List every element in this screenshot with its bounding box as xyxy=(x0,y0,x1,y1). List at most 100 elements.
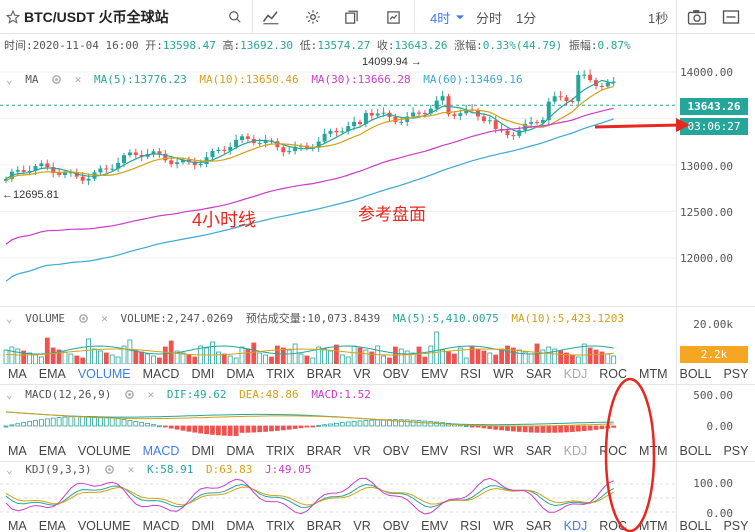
indicator-tab-boll[interactable]: BOLL xyxy=(679,367,712,381)
indicator-icon[interactable] xyxy=(258,0,284,34)
indicator-tab-roc[interactable]: ROC xyxy=(599,519,628,532)
indicator-tab-dma[interactable]: DMA xyxy=(226,444,255,458)
more-icon[interactable] xyxy=(718,0,744,34)
ma-line xyxy=(5,79,614,180)
fullscreen-icon[interactable] xyxy=(380,0,406,34)
indicator-tab-trix[interactable]: TRIX xyxy=(266,519,295,532)
chevron-down-icon[interactable] xyxy=(456,0,464,34)
settings-icon[interactable] xyxy=(300,0,326,34)
indicator-tab-kdj[interactable]: KDJ xyxy=(563,367,588,381)
indicator-tab-macd[interactable]: MACD xyxy=(142,367,180,381)
indicator-tab-rsi[interactable]: RSI xyxy=(460,367,482,381)
indicator-tab-boll[interactable]: BOLL xyxy=(679,519,712,532)
gear-icon[interactable] xyxy=(78,313,89,324)
indicator-tab-mtm[interactable]: MTM xyxy=(639,367,668,381)
volume-bar xyxy=(21,350,27,364)
tab-1min[interactable]: 1分 xyxy=(516,10,537,26)
indicator-tab-brar[interactable]: BRAR xyxy=(306,367,342,381)
indicator-tab-emv[interactable]: EMV xyxy=(421,444,449,458)
indicator-tab-kdj[interactable]: KDJ xyxy=(563,519,588,532)
macd-chart[interactable] xyxy=(0,404,676,440)
volume-legend: ⌄ VOLUME ✕ VOLUME:2,247.0269 预估成交量:10,07… xyxy=(6,310,630,326)
candle-body xyxy=(440,96,445,101)
volume-bar xyxy=(74,355,80,364)
close-icon[interactable]: ✕ xyxy=(147,388,155,401)
chevron-down-icon[interactable]: ⌄ xyxy=(6,73,13,86)
indicator-tab-trix[interactable]: TRIX xyxy=(266,444,295,458)
indicator-tab-ma[interactable]: MA xyxy=(8,444,27,458)
chevron-down-icon[interactable]: ⌄ xyxy=(6,463,13,476)
macd-bar xyxy=(9,424,15,427)
indicator-tab-emv[interactable]: EMV xyxy=(421,519,449,532)
indicator-tab-wr[interactable]: WR xyxy=(493,519,514,532)
indicator-tab-roc[interactable]: ROC xyxy=(599,444,628,458)
indicator-tab-roc[interactable]: ROC xyxy=(599,367,628,381)
indicator-tab-ema[interactable]: EMA xyxy=(38,367,66,381)
indicator-tab-macd[interactable]: MACD xyxy=(142,519,180,532)
indicator-tab-dmi[interactable]: DMI xyxy=(191,367,215,381)
indicator-tab-sar[interactable]: SAR xyxy=(525,519,552,532)
indicator-tab-psy[interactable]: PSY xyxy=(723,519,749,532)
indicator-tab-mtm[interactable]: MTM xyxy=(639,444,668,458)
ma-line xyxy=(5,86,614,182)
tab-timeshare[interactable]: 分时 xyxy=(476,10,503,26)
close-icon[interactable]: ✕ xyxy=(101,312,108,325)
indicator-tab-vr[interactable]: VR xyxy=(353,519,371,532)
indicator-tab-wr[interactable]: WR xyxy=(493,444,514,458)
indicator-tab-ma[interactable]: MA xyxy=(8,519,27,532)
indicator-tab-boll[interactable]: BOLL xyxy=(679,444,712,458)
indicator-tab-wr[interactable]: WR xyxy=(493,367,514,381)
candlestick-chart[interactable]: 14099.94 → ←12695.81 xyxy=(0,34,676,306)
indicator-tab-dmi[interactable]: DMI xyxy=(191,444,215,458)
volume-name: VOLUME xyxy=(25,312,65,325)
symbol-title[interactable]: BTC/USDT 火币全球站 xyxy=(24,9,169,25)
indicator-tab-ma[interactable]: MA xyxy=(8,367,27,381)
indicator-tab-volume[interactable]: VOLUME xyxy=(77,444,131,458)
tab-4h[interactable]: 4时 xyxy=(430,10,451,26)
indicator-tab-ema[interactable]: EMA xyxy=(38,519,66,532)
indicator-tab-sar[interactable]: SAR xyxy=(525,444,552,458)
volume-chart[interactable] xyxy=(0,330,676,364)
indicator-tab-obv[interactable]: OBV xyxy=(382,519,410,532)
indicator-tab-psy[interactable]: PSY xyxy=(723,444,749,458)
chevron-down-icon[interactable]: ⌄ xyxy=(6,388,13,401)
kdj-chart[interactable] xyxy=(0,476,676,516)
camera-icon[interactable] xyxy=(684,0,710,34)
axis-divider xyxy=(676,34,677,532)
indicator-tab-kdj[interactable]: KDJ xyxy=(563,444,588,458)
volume-bar xyxy=(398,348,404,364)
macd-bar xyxy=(375,419,381,427)
search-icon[interactable] xyxy=(222,0,248,34)
indicator-tab-brar[interactable]: BRAR xyxy=(306,519,342,532)
indicator-tab-obv[interactable]: OBV xyxy=(382,444,410,458)
gear-icon[interactable] xyxy=(51,74,62,85)
copy-icon[interactable] xyxy=(338,0,364,34)
indicator-tab-vr[interactable]: VR xyxy=(353,367,371,381)
time-label: 时间: xyxy=(4,39,33,52)
gear-icon[interactable] xyxy=(124,389,135,400)
indicator-tab-macd[interactable]: MACD xyxy=(142,444,180,458)
indicator-tab-dma[interactable]: DMA xyxy=(226,367,255,381)
indicator-tab-dma[interactable]: DMA xyxy=(226,519,255,532)
indicator-tab-obv[interactable]: OBV xyxy=(382,367,410,381)
indicator-tab-volume[interactable]: VOLUME xyxy=(77,519,131,532)
close-icon[interactable]: ✕ xyxy=(127,463,135,476)
refresh-interval[interactable]: 1秒 xyxy=(648,10,669,26)
indicator-tab-emv[interactable]: EMV xyxy=(421,367,449,381)
indicator-tab-volume[interactable]: VOLUME xyxy=(77,367,131,381)
indicator-tab-brar[interactable]: BRAR xyxy=(306,444,342,458)
indicator-tab-ema[interactable]: EMA xyxy=(38,444,66,458)
indicator-tab-dmi[interactable]: DMI xyxy=(191,519,215,532)
indicator-tab-rsi[interactable]: RSI xyxy=(460,519,482,532)
gear-icon[interactable] xyxy=(104,464,115,475)
indicator-tab-trix[interactable]: TRIX xyxy=(266,367,295,381)
indicator-tab-psy[interactable]: PSY xyxy=(723,367,749,381)
indicator-tab-sar[interactable]: SAR xyxy=(525,367,552,381)
close-icon[interactable]: ✕ xyxy=(74,73,82,86)
chevron-down-icon[interactable]: ⌄ xyxy=(6,312,13,325)
indicator-tab-rsi[interactable]: RSI xyxy=(460,444,482,458)
indicator-tab-vr[interactable]: VR xyxy=(353,444,371,458)
annotation-reference: 参考盘面 xyxy=(358,205,426,224)
star-icon[interactable] xyxy=(4,0,22,34)
indicator-tab-mtm[interactable]: MTM xyxy=(639,519,668,532)
